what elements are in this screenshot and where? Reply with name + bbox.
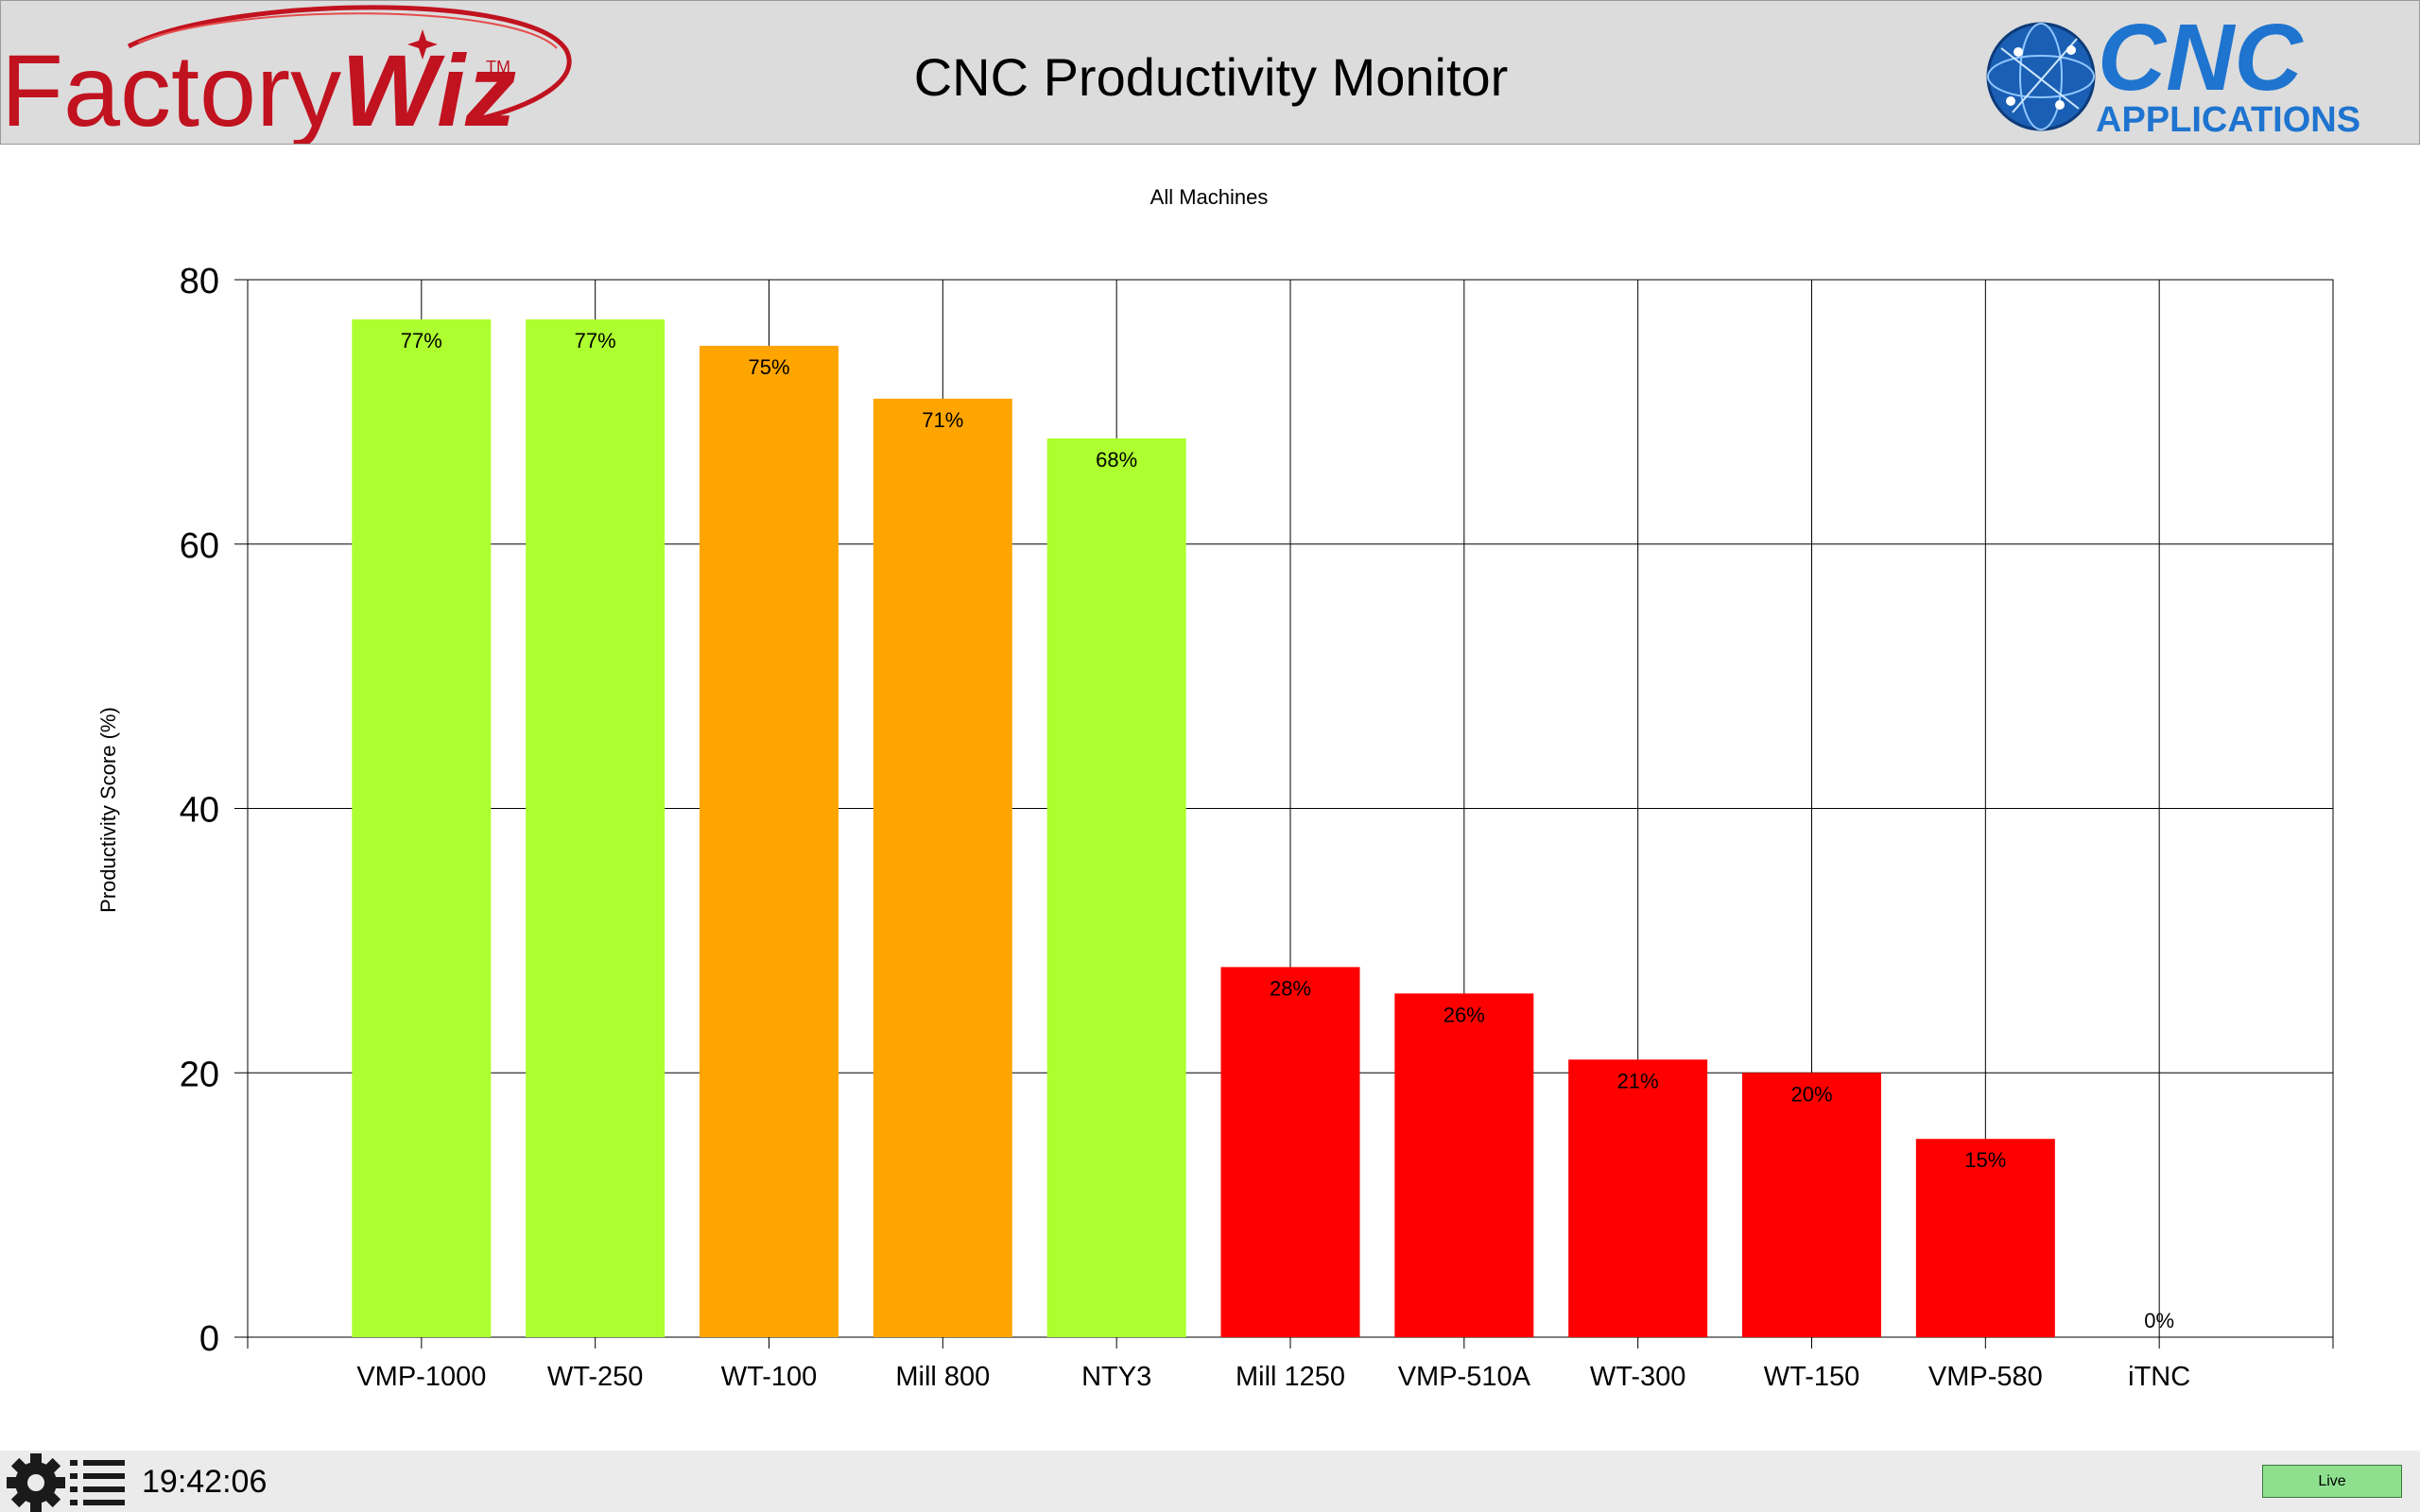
bar-vmp-510a[interactable]	[1394, 993, 1534, 1337]
bar-value-label: 28%	[1270, 976, 1311, 1000]
svg-text:APPLICATIONS: APPLICATIONS	[2096, 100, 2360, 140]
svg-text:CNC: CNC	[2098, 10, 2304, 111]
x-tick-label: Mill 1250	[1236, 1362, 1345, 1392]
productivity-bar-chart: All Machines Productivity Score (%) 0 20 4…	[96, 185, 2334, 1392]
chart-title: All Machines	[1150, 185, 1269, 209]
bar-vmp-580[interactable]	[1915, 1139, 2055, 1337]
bar-vmp-1000[interactable]	[352, 318, 492, 1337]
bar-wt-150[interactable]	[1742, 1073, 1881, 1337]
bar-mill-800[interactable]	[873, 398, 1012, 1337]
bar-value-label: 68%	[1096, 448, 1137, 472]
cnc-applications-logo: CNC APPLICATIONS	[1986, 10, 2360, 140]
x-tick-label: WT-100	[721, 1362, 818, 1392]
bar-mill-1250[interactable]	[1220, 967, 1360, 1337]
x-tick-label: iTNC	[2128, 1362, 2190, 1392]
x-tick-label: Mill 800	[895, 1362, 990, 1392]
x-tick-label: NTY3	[1081, 1362, 1151, 1392]
y-tick-label: 80	[180, 262, 219, 301]
x-tick-label: WT-250	[547, 1362, 644, 1392]
bar-value-label: 26%	[1443, 1003, 1485, 1026]
bar-value-label: 77%	[401, 329, 442, 352]
bar-value-label: 75%	[748, 355, 789, 379]
bar-value-label: 21%	[1617, 1069, 1659, 1092]
bar-value-label: 71%	[922, 408, 963, 432]
list-icon[interactable]	[68, 1451, 129, 1512]
header-bar: FactoryWiz TM CNC Productivity Monitor C…	[0, 0, 2420, 145]
page-title: CNC Productivity Monitor	[913, 47, 1509, 107]
svg-text:TM: TM	[486, 58, 510, 77]
live-button[interactable]: Live	[2262, 1465, 2402, 1498]
gear-icon[interactable]	[4, 1451, 66, 1512]
bar-value-label: 15%	[1964, 1148, 2006, 1172]
bar-wt-100[interactable]	[700, 345, 838, 1337]
factorywiz-logo: FactoryWiz TM	[1, 5, 572, 144]
chart-bars	[352, 318, 2055, 1338]
x-tick-label: WT-150	[1764, 1362, 1860, 1392]
clock: 19:42:06	[142, 1464, 268, 1500]
y-tick-label: 60	[180, 526, 219, 566]
x-tick-label: VMP-510A	[1398, 1362, 1531, 1392]
y-axis-label: Productivity Score (%)	[96, 707, 120, 913]
x-tick-label: VMP-1000	[356, 1362, 486, 1392]
bar-value-label: 20%	[1790, 1082, 1832, 1106]
y-tick-label: 40	[180, 791, 219, 831]
bar-wt-250[interactable]	[526, 318, 666, 1337]
x-tick-label: WT-300	[1590, 1362, 1686, 1392]
bar-wt-300[interactable]	[1568, 1059, 1708, 1337]
y-tick-label: 0	[199, 1319, 219, 1359]
svg-text:FactoryWiz: FactoryWiz	[1, 33, 516, 144]
y-tick-label: 20	[180, 1055, 219, 1094]
chart-labels: 0 20 40 60 80 77% VMP-1000 77% WT-250 75% WT-100 71…	[180, 262, 2190, 1392]
bar-value-label: 0%	[2144, 1309, 2174, 1332]
footer-bar	[0, 1451, 2420, 1512]
bar-value-label: 77%	[575, 329, 616, 352]
x-tick-label: VMP-580	[1928, 1362, 2043, 1392]
bar-nty3[interactable]	[1046, 438, 1186, 1338]
